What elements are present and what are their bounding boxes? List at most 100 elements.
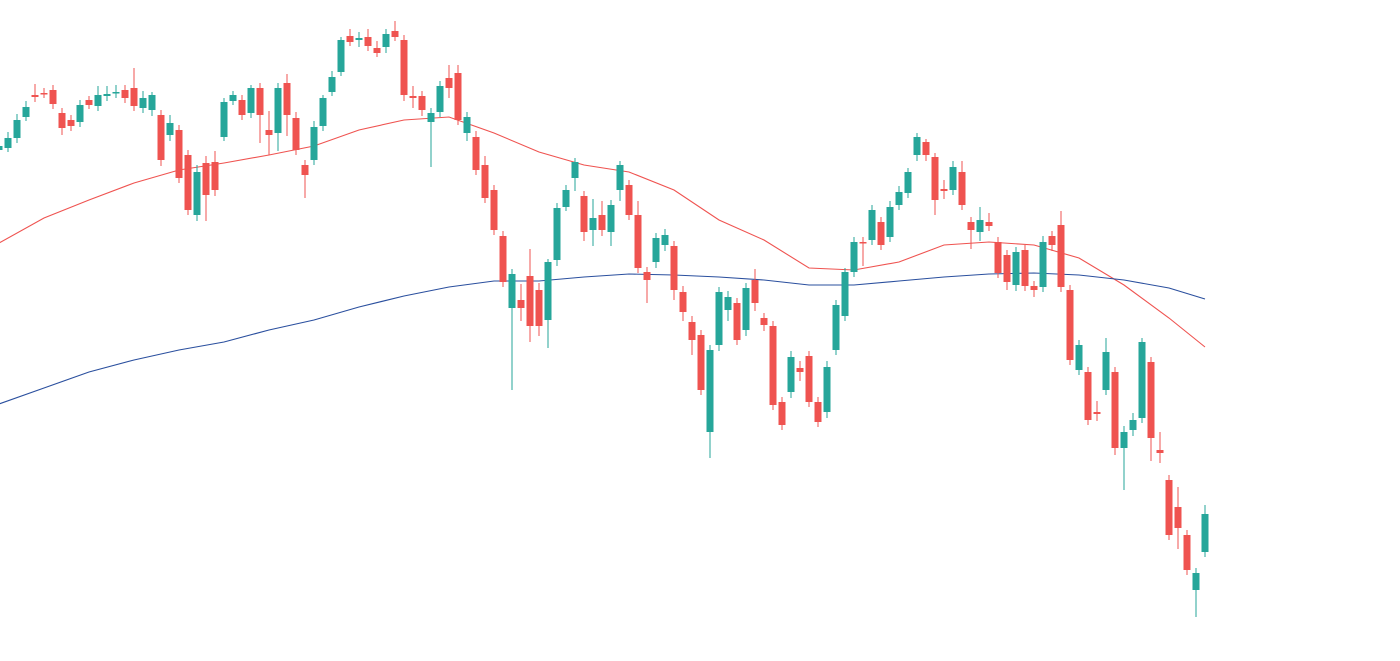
candle-body: [391, 31, 399, 37]
candle-body: [481, 165, 489, 198]
candle-body: [688, 322, 696, 340]
candle-body: [1084, 372, 1092, 420]
candle-body: [337, 40, 345, 72]
candle-body: [175, 130, 183, 178]
candle-body: [238, 100, 246, 115]
candle-body: [1102, 352, 1110, 390]
candle-body: [319, 98, 327, 126]
candle-body: [58, 113, 66, 128]
candle-body: [193, 172, 201, 215]
candle-body: [4, 138, 12, 148]
candle-body: [1174, 507, 1182, 528]
candle-body: [544, 262, 552, 320]
candle-body: [904, 172, 912, 193]
candle-body: [436, 86, 444, 112]
candle-body: [76, 105, 84, 122]
candle-body: [751, 280, 759, 303]
candle-body: [1048, 236, 1056, 245]
candle-body: [940, 189, 948, 191]
candle-body: [1039, 242, 1047, 287]
candle-body: [1111, 372, 1119, 448]
candle-body: [247, 88, 255, 113]
candle-body: [850, 242, 858, 272]
candle-body: [931, 157, 939, 200]
candle-body: [643, 272, 651, 280]
candle-body: [121, 90, 129, 98]
candle-body: [895, 192, 903, 205]
candle-body: [346, 36, 354, 42]
candle-body: [787, 357, 795, 392]
candle-body: [283, 83, 291, 115]
candle-body: [40, 93, 48, 95]
candle-body: [859, 242, 867, 244]
candle-body: [553, 208, 561, 260]
candle-body: [1147, 362, 1155, 438]
candle-body: [166, 123, 174, 135]
candle-body: [868, 210, 876, 240]
candle-body: [1192, 573, 1200, 590]
candle-body: [256, 88, 264, 115]
candle-body: [652, 238, 660, 262]
candle-body: [769, 326, 777, 405]
candle-body: [472, 137, 480, 170]
candle-body: [328, 77, 336, 92]
candle-body: [985, 222, 993, 226]
candle-body: [886, 207, 894, 237]
candle-body: [616, 165, 624, 190]
candle-body: [1012, 252, 1020, 285]
candle-body: [1156, 450, 1164, 453]
candle-body: [841, 272, 849, 316]
candle-body: [535, 290, 543, 326]
candle-body: [949, 167, 957, 190]
candle-body: [184, 155, 192, 210]
candle-body: [742, 288, 750, 330]
candle-body: [490, 190, 498, 230]
candle-body: [670, 246, 678, 290]
candle-body: [1003, 255, 1011, 282]
candle-body: [580, 196, 588, 232]
candle-body: [220, 102, 228, 137]
candle-body: [409, 96, 417, 98]
candle-body: [967, 222, 975, 230]
candle-body: [1138, 342, 1146, 418]
candle-body: [913, 137, 921, 155]
candle-body: [715, 292, 723, 345]
candle-body: [373, 48, 381, 53]
candle-body: [418, 96, 426, 110]
candle-body: [1075, 345, 1083, 370]
candle-body: [571, 162, 579, 178]
candle-body: [382, 34, 390, 47]
candle-body: [202, 163, 210, 195]
moving-average-line: [0, 116, 1206, 348]
candle-body: [1057, 225, 1065, 287]
candle-body: [598, 215, 606, 230]
candle-body: [706, 350, 714, 432]
candle-body: [814, 402, 822, 422]
candle-body: [760, 318, 768, 325]
candle-body: [679, 292, 687, 312]
candle-body: [139, 98, 147, 108]
candle-body: [211, 162, 219, 190]
candle-body: [634, 215, 642, 268]
candle-body: [508, 274, 516, 308]
candle-body: [157, 115, 165, 160]
candle-body: [22, 107, 30, 117]
candle-body: [517, 300, 525, 308]
candle-body: [778, 402, 786, 425]
candle-body: [427, 113, 435, 122]
candle-body: [562, 190, 570, 207]
candle-body: [13, 120, 21, 138]
candle-body: [733, 303, 741, 340]
candle-body: [922, 142, 930, 155]
candle-body: [499, 236, 507, 282]
candle-body: [85, 100, 93, 105]
candle-body: [805, 356, 813, 402]
candle-body: [1201, 514, 1209, 552]
candle-body: [1030, 286, 1038, 290]
candle-body: [400, 40, 408, 95]
candle-body: [148, 95, 156, 110]
candle-body: [526, 276, 534, 326]
